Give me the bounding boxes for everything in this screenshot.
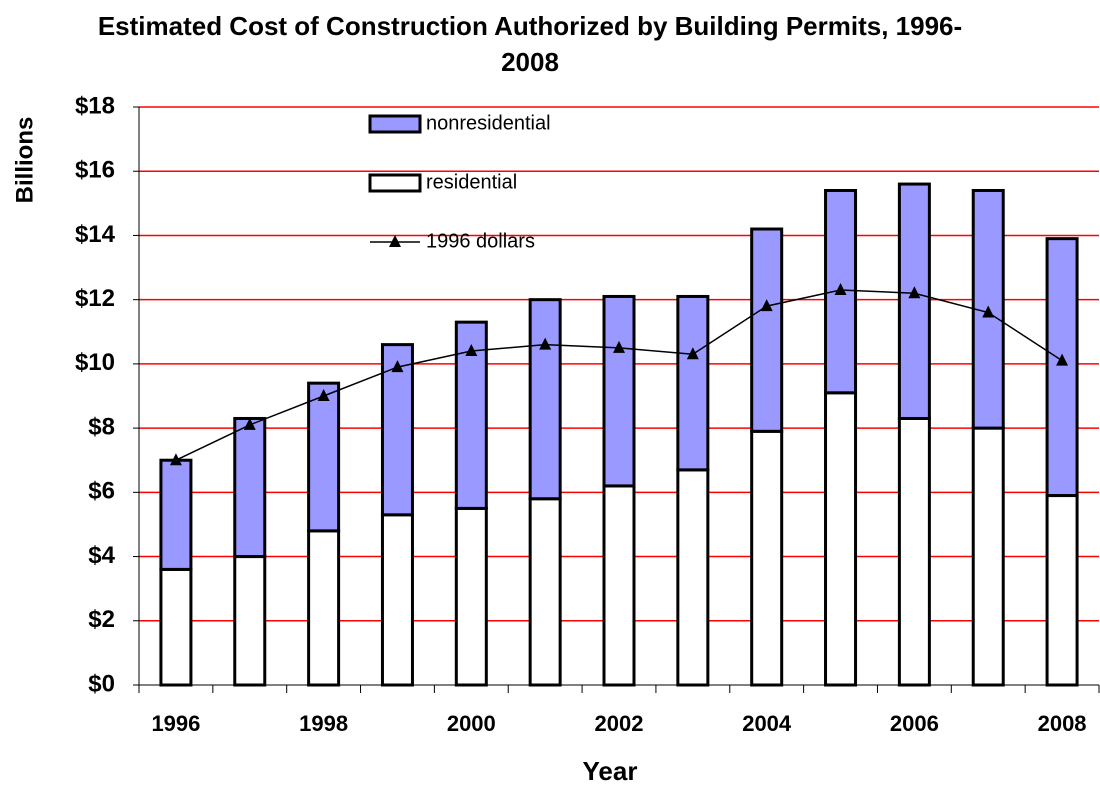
bar-segment bbox=[307, 529, 341, 687]
line-marker bbox=[834, 283, 847, 296]
legend-label: residential bbox=[426, 171, 517, 193]
bar-segment bbox=[380, 343, 414, 517]
y-axis-label: Billions bbox=[11, 117, 38, 204]
line-marker bbox=[760, 299, 773, 312]
bar-segment bbox=[1045, 237, 1079, 498]
x-tick-label: 2002 bbox=[595, 711, 644, 736]
bar-segment bbox=[676, 468, 710, 687]
bar-segment bbox=[233, 416, 267, 559]
y-tick-label: $4 bbox=[88, 542, 115, 569]
line-marker bbox=[908, 286, 921, 299]
x-tick-label: 1996 bbox=[151, 711, 200, 736]
x-tick-label: 2006 bbox=[890, 711, 939, 736]
legend-label: 1996 dollars bbox=[426, 230, 535, 252]
chart-title: Estimated Cost of Construction Authorize… bbox=[97, 11, 963, 77]
bar-segment bbox=[380, 513, 414, 687]
bar-segment bbox=[750, 227, 784, 433]
legend-marker bbox=[389, 235, 401, 247]
line-marker bbox=[1056, 353, 1069, 366]
legend-swatch bbox=[368, 173, 422, 193]
bar-segment bbox=[971, 426, 1005, 687]
x-tick-label: 2000 bbox=[447, 711, 496, 736]
bar-segment bbox=[159, 458, 193, 571]
bar-segment bbox=[1045, 494, 1079, 687]
line-marker bbox=[465, 344, 478, 357]
bar-segment bbox=[676, 294, 710, 472]
x-tick-label: 2008 bbox=[1038, 711, 1087, 736]
x-tick-label: 2004 bbox=[742, 711, 792, 736]
bar-segment bbox=[824, 391, 858, 687]
bar-segment bbox=[528, 298, 562, 501]
line-marker bbox=[391, 360, 404, 373]
line-marker bbox=[243, 417, 256, 430]
y-tick-label: $8 bbox=[88, 413, 115, 440]
bar-segment bbox=[602, 294, 636, 488]
y-tick-label: $2 bbox=[88, 606, 115, 633]
line-marker bbox=[169, 453, 182, 466]
bar-segment bbox=[897, 182, 931, 420]
bar-segment bbox=[454, 506, 488, 687]
legend-label: nonresidential bbox=[426, 112, 551, 134]
x-tick-label: 1998 bbox=[299, 711, 348, 736]
line-marker bbox=[539, 337, 552, 350]
bar-segment bbox=[233, 555, 267, 687]
y-tick-label: $0 bbox=[88, 670, 115, 697]
x-axis-label: Year bbox=[583, 756, 638, 786]
bar-segment bbox=[750, 429, 784, 687]
y-tick-label: $16 bbox=[75, 157, 115, 184]
bar-segment bbox=[528, 497, 562, 687]
line-marker bbox=[686, 347, 699, 360]
y-tick-label: $14 bbox=[75, 221, 116, 248]
bar-segment bbox=[307, 381, 341, 533]
legend-swatch bbox=[368, 114, 422, 134]
y-tick-label: $6 bbox=[88, 478, 115, 505]
bar-segment bbox=[602, 484, 636, 687]
line-marker bbox=[982, 305, 995, 318]
bar-segment bbox=[159, 567, 193, 687]
y-tick-label: $18 bbox=[75, 92, 115, 119]
y-tick-label: $12 bbox=[75, 285, 115, 312]
line-marker bbox=[613, 340, 625, 353]
line-marker bbox=[317, 389, 330, 401]
bar-segment bbox=[897, 416, 931, 687]
y-tick-label: $10 bbox=[75, 349, 115, 376]
